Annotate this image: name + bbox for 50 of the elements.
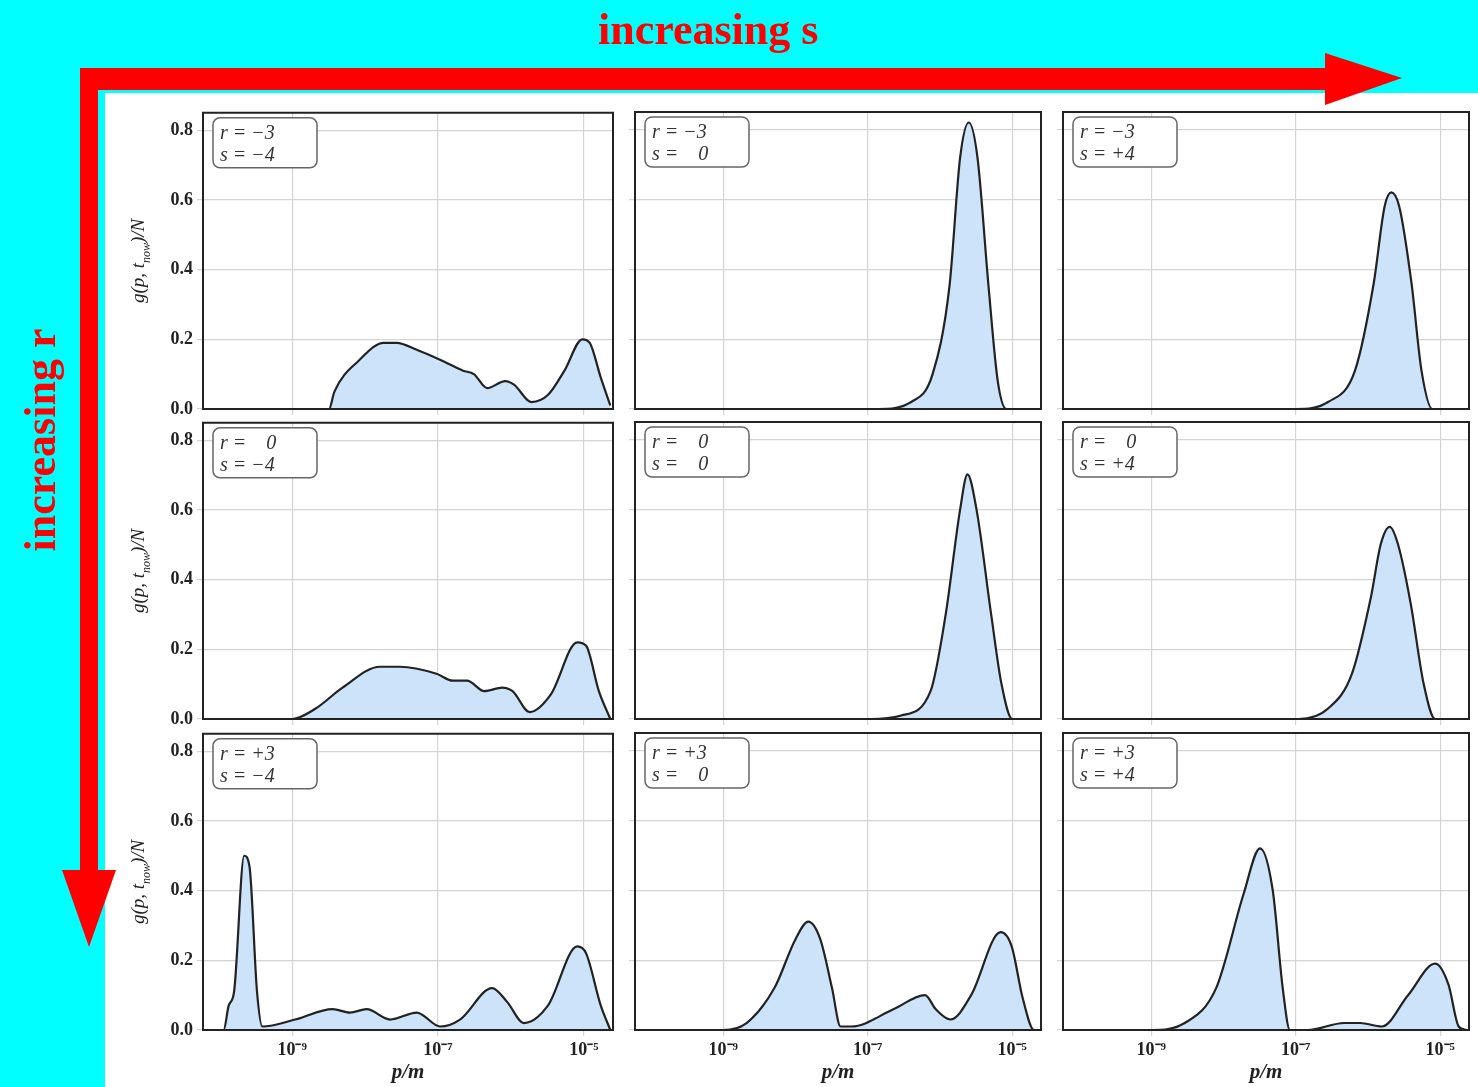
annotation: s = −4 — [220, 452, 275, 475]
y-tick-label: 0.6 — [170, 188, 193, 209]
annotation: s = −4 — [220, 142, 275, 165]
x-axis-title: p/m — [819, 1058, 855, 1083]
y-tick-label: 0.2 — [170, 948, 193, 969]
y-tick-label: 0.4 — [170, 258, 193, 279]
y-tick-label: 0.6 — [170, 809, 193, 830]
y-tick-label: 0.8 — [170, 428, 193, 449]
x-tick-label: 10⁻⁵ — [569, 1039, 600, 1060]
y-tick-label: 0.6 — [170, 498, 193, 519]
annotation: s = 0 — [652, 452, 709, 474]
annotation: s = +4 — [1080, 142, 1135, 164]
x-axis-title: p/m — [1247, 1058, 1283, 1083]
x-tick-label: 10⁻⁵ — [997, 1039, 1028, 1060]
y-tick-label: 0.8 — [170, 739, 193, 760]
annotation: r = 0 — [1080, 430, 1137, 452]
annotation: r = +3 — [1080, 741, 1135, 763]
annotation: r = 0 — [220, 430, 277, 453]
y-axis-title: g(p, tnow)/N — [127, 217, 153, 304]
annotation: s = 0 — [652, 142, 709, 164]
annotation: s = +4 — [1080, 452, 1135, 474]
y-tick-label: 0.0 — [170, 397, 193, 418]
y-axis-title: g(p, tnow)/N — [127, 527, 153, 614]
x-axis-title: p/m — [389, 1058, 425, 1083]
text: increasing r — [14, 328, 66, 552]
x-tick-label: 10⁻⁹ — [1136, 1039, 1167, 1060]
y-tick-label: 0.0 — [170, 1018, 193, 1039]
y-axis-title: g(p, tnow)/N — [127, 838, 153, 925]
annotation: r = −3 — [1080, 120, 1135, 142]
x-tick-label: 10⁻⁹ — [277, 1039, 308, 1060]
annotation: r = +3 — [220, 741, 275, 764]
x-tick-label: 10⁻⁷ — [1281, 1039, 1312, 1060]
x-tick-label: 10⁻⁷ — [423, 1039, 454, 1060]
annotation: r = −3 — [220, 120, 275, 143]
y-tick-label: 0.4 — [170, 879, 193, 900]
y-tick-label: 0.2 — [170, 637, 193, 658]
annotation: r = −3 — [652, 120, 707, 142]
y-tick-label: 0.4 — [170, 568, 193, 589]
annotation: s = −4 — [220, 763, 275, 786]
x-tick-label: 10⁻⁵ — [1425, 1039, 1456, 1060]
y-tick-label: 0.0 — [170, 707, 193, 728]
x-tick-label: 10⁻⁷ — [853, 1039, 884, 1060]
x-tick-label: 10⁻⁹ — [708, 1039, 739, 1060]
annotation: s = +4 — [1080, 763, 1135, 785]
annotation: s = 0 — [652, 763, 709, 785]
annotation: r = 0 — [652, 430, 709, 452]
y-tick-label: 0.8 — [170, 118, 193, 139]
annotation: r = +3 — [652, 741, 707, 763]
text: increasing s — [598, 4, 819, 55]
y-tick-label: 0.2 — [170, 327, 193, 348]
